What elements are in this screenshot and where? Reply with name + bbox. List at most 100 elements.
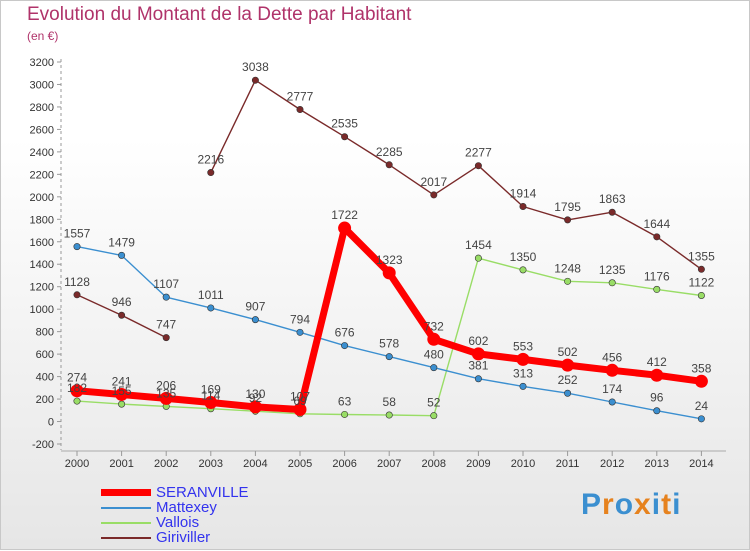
data-label-vallois: 135 bbox=[156, 386, 176, 400]
data-point-seranville bbox=[516, 352, 530, 366]
data-point-giriviller bbox=[296, 106, 304, 114]
x-tick-label: 2009 bbox=[466, 458, 490, 470]
data-label-vallois: 1454 bbox=[465, 238, 492, 252]
data-label-mattexey: 676 bbox=[335, 326, 355, 340]
data-point-seranville bbox=[159, 391, 173, 405]
series-layer bbox=[70, 76, 708, 423]
y-tick-label: 3000 bbox=[30, 79, 54, 91]
x-tick-label: 2012 bbox=[600, 458, 624, 470]
data-point-seranville bbox=[471, 347, 485, 361]
y-tick-label: 2800 bbox=[30, 102, 54, 114]
x-tick-label: 2006 bbox=[332, 458, 356, 470]
data-label-seranville: 206 bbox=[156, 378, 176, 392]
x-tick-label: 2013 bbox=[645, 458, 669, 470]
data-point-vallois bbox=[474, 254, 482, 262]
legend-swatch bbox=[101, 489, 151, 496]
data-point-vallois bbox=[697, 291, 705, 299]
data-point-vallois bbox=[430, 412, 438, 420]
data-point-seranville bbox=[293, 403, 307, 417]
y-tick-label: 400 bbox=[36, 372, 54, 384]
x-tick-label: 2002 bbox=[154, 458, 178, 470]
data-point-vallois bbox=[519, 266, 527, 274]
data-point-mattexey bbox=[73, 243, 81, 251]
axes: -200 0 200 400 600 800 1000 1200 1400 1600 1800 200… bbox=[30, 57, 726, 470]
y-tick-label: 800 bbox=[36, 327, 54, 339]
data-point-seranville bbox=[694, 374, 708, 388]
data-label-seranville: 602 bbox=[468, 334, 488, 348]
data-label-giriviller: 1355 bbox=[688, 249, 715, 263]
data-label-mattexey: 1011 bbox=[198, 288, 224, 302]
data-point-giriviller bbox=[474, 162, 482, 170]
data-point-seranville bbox=[605, 363, 619, 377]
data-label-mattexey: 174 bbox=[602, 382, 622, 396]
y-tick-label: 3200 bbox=[30, 57, 54, 69]
data-label-seranville: 1722 bbox=[331, 208, 358, 222]
data-label-giriviller: 2017 bbox=[420, 175, 447, 189]
data-label-vallois: 58 bbox=[383, 395, 397, 409]
logo-letter: P bbox=[581, 488, 603, 521]
legend-swatch bbox=[101, 522, 151, 524]
data-point-giriviller bbox=[564, 216, 572, 224]
legend-label: Mattexey bbox=[156, 499, 217, 516]
x-tick-label: 2008 bbox=[422, 458, 446, 470]
data-label-seranville: 241 bbox=[112, 374, 132, 388]
y-tick-label: -200 bbox=[32, 439, 54, 451]
x-tick-label: 2014 bbox=[689, 458, 713, 470]
data-label-mattexey: 313 bbox=[513, 366, 533, 380]
data-label-mattexey: 907 bbox=[245, 300, 265, 314]
data-label-mattexey: 1107 bbox=[153, 277, 179, 291]
data-point-giriviller bbox=[251, 76, 259, 84]
x-tick-label: 2001 bbox=[109, 458, 133, 470]
proxiti-logo: Proxiti bbox=[581, 488, 681, 522]
data-label-giriviller: 2535 bbox=[331, 117, 358, 131]
data-point-mattexey bbox=[341, 342, 349, 350]
y-tick-label: 2000 bbox=[30, 192, 54, 204]
data-label-seranville: 456 bbox=[602, 350, 622, 364]
data-point-giriviller bbox=[519, 202, 527, 210]
data-point-seranville bbox=[70, 384, 84, 398]
data-label-vallois: 1248 bbox=[554, 261, 581, 275]
x-tick-label: 2003 bbox=[199, 458, 223, 470]
legend-label: SERANVILLE bbox=[156, 484, 249, 501]
data-point-seranville bbox=[204, 396, 218, 410]
data-point-vallois bbox=[564, 277, 572, 285]
y-tick-label: 1200 bbox=[30, 282, 54, 294]
data-point-seranville bbox=[382, 266, 396, 280]
data-label-vallois: 155 bbox=[112, 384, 132, 398]
data-label-giriviller: 2777 bbox=[287, 90, 314, 104]
data-point-mattexey bbox=[430, 364, 438, 372]
data-point-seranville bbox=[427, 332, 441, 346]
data-label-mattexey: 794 bbox=[290, 312, 310, 326]
series-seranville bbox=[70, 221, 708, 417]
data-point-seranville bbox=[248, 400, 262, 414]
data-label-seranville: 553 bbox=[513, 339, 533, 353]
x-tick-label: 2004 bbox=[243, 458, 267, 470]
data-label-giriviller: 2216 bbox=[197, 153, 224, 167]
data-labels: 1128 946 747 2216 3038 2777 2535 2285 2017 2277 19… bbox=[64, 60, 715, 413]
data-point-mattexey bbox=[385, 353, 393, 361]
data-label-vallois: 63 bbox=[338, 394, 352, 408]
logo-letter: i bbox=[651, 488, 662, 521]
data-label-giriviller: 1795 bbox=[554, 200, 581, 214]
data-label-seranville: 732 bbox=[424, 319, 444, 333]
data-label-vallois: 52 bbox=[427, 396, 441, 410]
y-tick-label: 1800 bbox=[30, 214, 54, 226]
data-point-vallois bbox=[73, 397, 81, 405]
data-label-mattexey: 1557 bbox=[64, 227, 91, 241]
logo-letter: r bbox=[602, 488, 615, 521]
data-label-vallois: 182 bbox=[67, 381, 87, 395]
data-label-mattexey: 480 bbox=[424, 348, 444, 362]
data-label-vallois: 1350 bbox=[510, 250, 537, 264]
y-tick-label: 600 bbox=[36, 349, 54, 361]
legend-swatch bbox=[101, 507, 151, 509]
logo-letter: x bbox=[634, 488, 652, 521]
data-point-giriviller bbox=[73, 291, 81, 299]
data-point-vallois bbox=[341, 410, 349, 418]
data-point-mattexey bbox=[251, 316, 259, 324]
data-point-mattexey bbox=[296, 328, 304, 336]
data-point-giriviller bbox=[118, 311, 126, 319]
data-point-seranville bbox=[115, 387, 129, 401]
data-point-seranville bbox=[338, 221, 352, 235]
